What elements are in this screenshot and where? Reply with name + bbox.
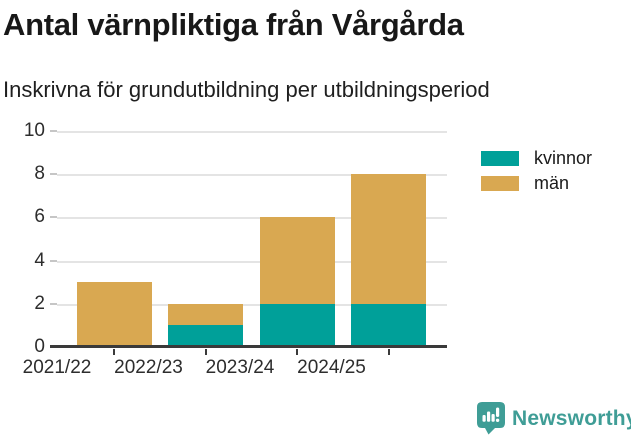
bar-segment-män bbox=[76, 282, 152, 347]
y-tick-label: 8 bbox=[34, 163, 45, 185]
y-tick-label: 10 bbox=[23, 120, 45, 141]
x-tick-label: 2022/23 bbox=[114, 357, 183, 378]
newsworthy-logo-icon bbox=[477, 402, 505, 435]
x-tick-mark bbox=[296, 349, 298, 355]
y-tick-label: 6 bbox=[34, 206, 45, 228]
x-tick-mark bbox=[113, 349, 115, 355]
x-tick-label: 2023/24 bbox=[205, 357, 275, 378]
x-tick-mark bbox=[204, 349, 207, 355]
y-tick-mark bbox=[50, 302, 57, 305]
gridline bbox=[57, 260, 447, 263]
gridline bbox=[57, 174, 447, 177]
chart-subtitle: Inskrivna för grundutbildning per utbild… bbox=[3, 77, 490, 102]
y-tick-mark bbox=[50, 259, 57, 262]
legend-item: kvinnor bbox=[481, 148, 592, 169]
brand-footer: Newsworthy bbox=[477, 402, 631, 435]
gridline bbox=[57, 217, 447, 220]
x-tick-label: 2021/22 bbox=[22, 357, 92, 378]
bar-segment-kvinnor bbox=[259, 303, 335, 347]
gridline bbox=[57, 303, 447, 306]
y-tick-mark bbox=[50, 173, 57, 176]
legend-swatch-män bbox=[481, 176, 519, 191]
y-axis: 0 2 4 6 8 10 bbox=[0, 120, 57, 357]
legend-label: män bbox=[534, 173, 570, 193]
legend: kvinnor män bbox=[481, 148, 592, 198]
bar-segment-män bbox=[351, 174, 426, 304]
chart-title: Antal värnpliktiga från Vårgårda bbox=[3, 7, 464, 42]
y-tick-mark bbox=[50, 130, 57, 132]
x-axis-labels: 2021/22 2022/23 2023/24 2024/25 bbox=[23, 354, 447, 381]
y-tick-label: 0 bbox=[34, 336, 45, 357]
x-axis-line bbox=[50, 345, 447, 348]
plot-area bbox=[57, 131, 447, 355]
legend-item: män bbox=[481, 173, 592, 194]
y-tick-label: 2 bbox=[34, 292, 45, 314]
x-tick-label: 2024/25 bbox=[297, 357, 366, 378]
y-tick-label: 4 bbox=[34, 249, 45, 271]
bar-segment-kvinnor bbox=[168, 325, 243, 347]
gridline bbox=[57, 131, 447, 133]
brand-name: Newsworthy bbox=[512, 407, 631, 430]
legend-label: kvinnor bbox=[534, 148, 593, 168]
bar-segment-män bbox=[259, 217, 335, 304]
bar-segment-män bbox=[168, 303, 243, 326]
bar-segment-kvinnor bbox=[351, 303, 426, 347]
legend-swatch-kvinnor bbox=[481, 151, 519, 166]
x-tick-mark bbox=[387, 349, 390, 355]
y-tick-mark bbox=[50, 216, 57, 219]
